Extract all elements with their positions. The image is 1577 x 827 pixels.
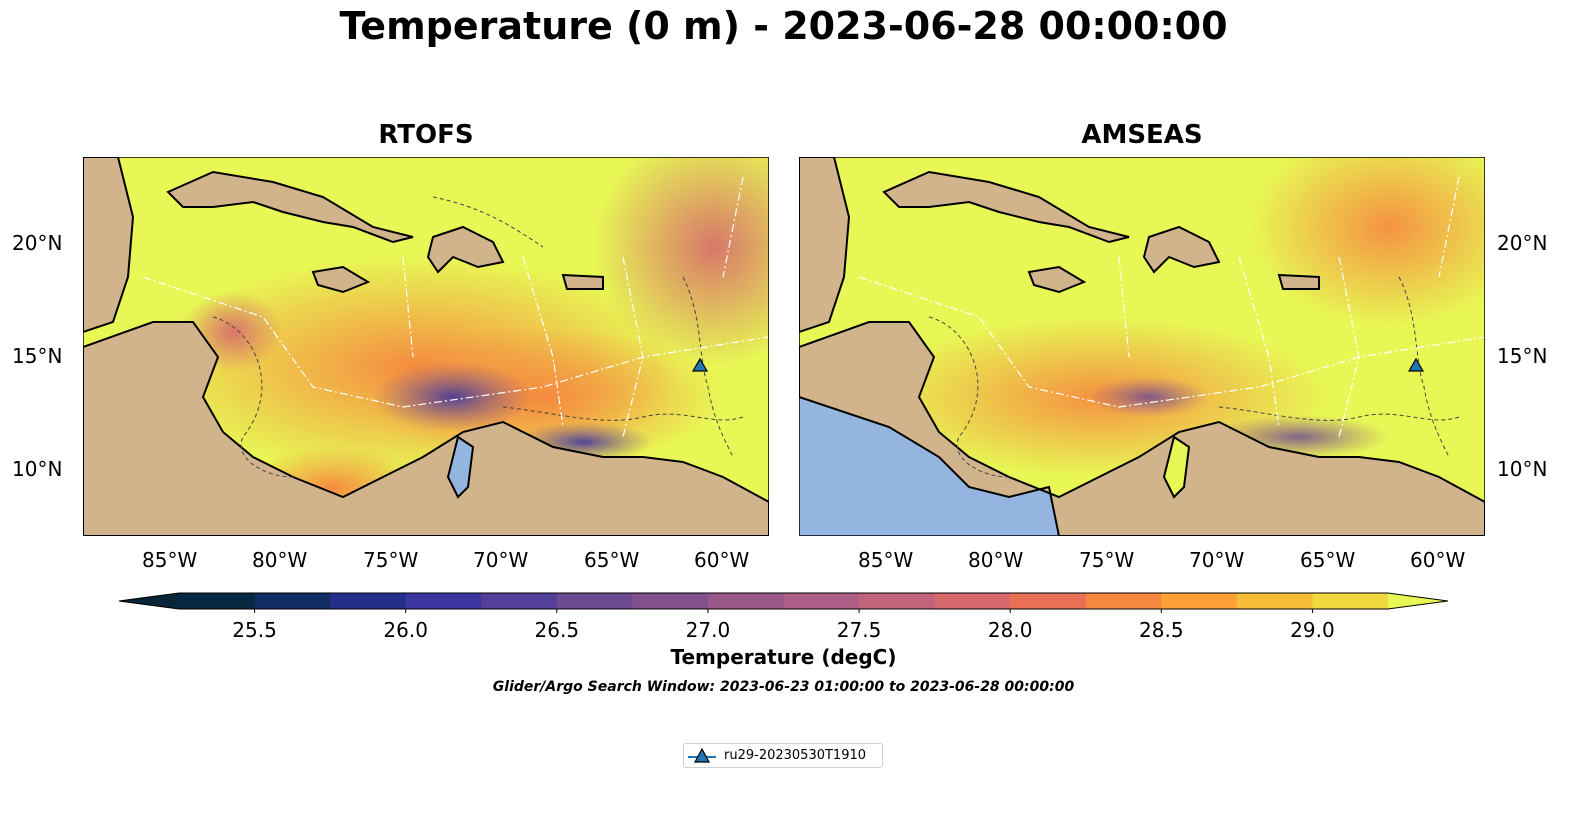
colorbar-outline xyxy=(118,592,1449,610)
map-panel-rtofs[interactable] xyxy=(83,157,769,536)
lon-label-70w: 70°W xyxy=(1189,548,1245,572)
lat-label-20n: 20°N xyxy=(12,231,63,255)
colorbar-extend-high xyxy=(1388,593,1448,609)
colorbar-tick-label: 26.0 xyxy=(383,618,428,642)
warm-water-northeast xyxy=(593,157,769,367)
lon-label-80w: 80°W xyxy=(968,548,1024,572)
lon-label-60w: 60°W xyxy=(1410,548,1466,572)
colorbar-tick-label: 25.5 xyxy=(232,618,277,642)
lon-label-75w: 75°W xyxy=(1079,548,1135,572)
colorbar-segment xyxy=(254,593,331,609)
colorbar-title: Temperature (degC) xyxy=(670,645,897,669)
legend: ru29-20230530T1910 xyxy=(683,743,883,768)
colorbar-tick-label: 28.0 xyxy=(987,618,1033,642)
panel-title-amseas: AMSEAS xyxy=(1081,120,1203,150)
land-masses xyxy=(83,157,769,536)
lat-label-15n-right: 15°N xyxy=(1497,344,1548,368)
land-masses xyxy=(799,157,1485,536)
lat-label-10n: 10°N xyxy=(12,457,63,481)
glider-marker[interactable] xyxy=(691,357,709,372)
panel-title-rtofs: RTOFS xyxy=(378,120,474,150)
colorbar-segment xyxy=(1161,593,1238,609)
map-amseas xyxy=(799,157,1485,536)
out-of-domain-area xyxy=(799,397,1059,536)
colorbar-segment xyxy=(783,593,860,609)
lat-label-20n-right: 20°N xyxy=(1497,231,1548,255)
lon-label-75w: 75°W xyxy=(363,548,419,572)
colorbar-segment xyxy=(1085,593,1162,609)
colorbar-tick-label: 28.5 xyxy=(1139,618,1184,642)
lon-label-60w: 60°W xyxy=(694,548,750,572)
colorbar-segment xyxy=(405,593,482,609)
map-panel-amseas[interactable] xyxy=(799,157,1485,536)
bathymetry-contours xyxy=(212,196,744,478)
glider-marker[interactable] xyxy=(1407,357,1425,372)
colorbar-tick-label: 29.0 xyxy=(1290,618,1335,642)
colorbar-segment xyxy=(556,593,633,609)
search-window-caption: Glider/Argo Search Window: 2023-06-23 01… xyxy=(492,679,1075,695)
colorbar-segment xyxy=(1236,593,1313,609)
lon-label-65w: 65°W xyxy=(584,548,640,572)
colorbar-segment xyxy=(934,593,1011,609)
colorbar-tick-label: 27.5 xyxy=(836,618,882,642)
upwelling-cool-water xyxy=(373,362,533,432)
colorbar-segment xyxy=(707,593,784,609)
colorbar-segment xyxy=(330,593,407,609)
colorbar-tick-labels: 25.5 26.0 26.5 27.0 27.5 28.0 28.5 29.0 xyxy=(0,618,1577,646)
eez-boundaries xyxy=(142,176,769,438)
colorbar-tick-label: 27.0 xyxy=(685,618,731,642)
colorbar-tick-label: 26.5 xyxy=(534,618,580,642)
lon-label-80w: 80°W xyxy=(252,548,308,572)
colorbar-segment xyxy=(1312,593,1389,609)
colorbar-segment xyxy=(481,593,558,609)
upwelling-cool-water xyxy=(1089,377,1209,417)
lat-label-10n-right: 10°N xyxy=(1497,457,1548,481)
legend-glider-marker xyxy=(688,747,716,763)
colorbar xyxy=(118,592,1449,613)
lon-label-85w: 85°W xyxy=(858,548,914,572)
lat-label-15n: 15°N xyxy=(12,344,63,368)
lon-label-70w: 70°W xyxy=(473,548,529,572)
legend-entry-label: ru29-20230530T1910 xyxy=(724,748,867,763)
colorbar-segment xyxy=(179,593,256,609)
colorbar-segment xyxy=(632,593,709,609)
colorbar-segment xyxy=(859,593,936,609)
eez-boundaries xyxy=(858,176,1485,438)
colorbar-extend-low xyxy=(119,593,179,609)
bathymetry-contours xyxy=(928,276,1460,478)
colorbar-segment xyxy=(1010,593,1087,609)
figure-title: Temperature (0 m) - 2023-06-28 00:00:00 xyxy=(339,4,1228,48)
lon-label-85w: 85°W xyxy=(142,548,198,572)
map-rtofs xyxy=(83,157,769,536)
lon-label-65w: 65°W xyxy=(1300,548,1356,572)
